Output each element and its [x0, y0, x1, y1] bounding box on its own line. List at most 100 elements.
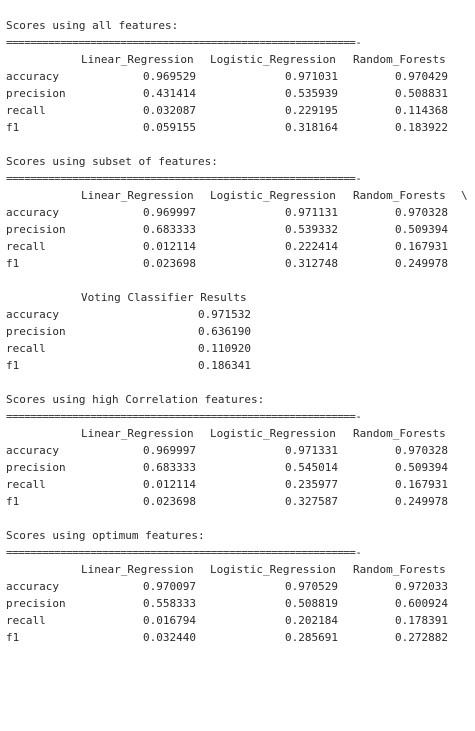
cell: 0.272882 — [395, 631, 448, 644]
cell: 0.970097 — [143, 580, 196, 593]
cell: 0.059155 — [143, 121, 196, 134]
cell: 0.969529 — [143, 70, 196, 83]
cell: 0.023698 — [143, 495, 196, 508]
row-label: recall — [6, 478, 46, 491]
row-label: precision — [6, 461, 66, 474]
row-label: precision — [6, 87, 66, 100]
table-row: f1 0.023698 0.327587 0.249978 — [6, 493, 474, 510]
notebook-output: Scores using all features: =============… — [6, 0, 474, 646]
table-header: Linear_Regression Logistic_Regression Ra… — [6, 51, 474, 68]
table-row: precision 0.636190 — [6, 323, 474, 340]
row-label: accuracy — [6, 444, 59, 457]
table-row: recall 0.110920 — [6, 340, 474, 357]
row-label: accuracy — [6, 308, 59, 321]
table-row: accuracy 0.969997 0.971331 0.970328 — [6, 442, 474, 459]
section-heading: Scores using all features: — [6, 19, 179, 32]
cell: 0.222414 — [285, 240, 338, 253]
cell: 0.508831 — [395, 87, 448, 100]
cell: 0.600924 — [395, 597, 448, 610]
cell: 0.509394 — [395, 461, 448, 474]
table-header: Linear_Regression Logistic_Regression Ra… — [6, 561, 474, 578]
table-row: recall 0.032087 0.229195 0.114368 — [6, 102, 474, 119]
cell: 0.110920 — [198, 342, 251, 355]
col-header: Random_Forests — [353, 427, 446, 440]
cell: 0.285691 — [285, 631, 338, 644]
cell: 0.508819 — [285, 597, 338, 610]
table-row: accuracy 0.969529 0.971031 0.970429 — [6, 68, 474, 85]
row-label: recall — [6, 614, 46, 627]
cell: 0.971331 — [285, 444, 338, 457]
row-label: f1 — [6, 359, 20, 372]
col-header: Logistic_Regression — [210, 563, 336, 576]
cell: 0.032087 — [143, 104, 196, 117]
cell: 0.969997 — [143, 444, 196, 457]
col-header: Logistic_Regression — [210, 427, 336, 440]
cell: 0.235977 — [285, 478, 338, 491]
cell: 0.249978 — [395, 257, 448, 270]
cell: 0.032440 — [143, 631, 196, 644]
cell: 0.970429 — [395, 70, 448, 83]
cell: 0.972033 — [395, 580, 448, 593]
separator-rule: ========================================… — [6, 36, 362, 49]
separator-rule: ========================================… — [6, 172, 362, 185]
cell: 0.327587 — [285, 495, 338, 508]
cell: 0.683333 — [143, 223, 196, 236]
cell: 0.167931 — [395, 478, 448, 491]
row-label: recall — [6, 104, 46, 117]
table-header: Linear_Regression Logistic_Regression Ra… — [6, 425, 474, 442]
voting-title-row: Voting Classifier Results — [6, 289, 474, 306]
separator-rule: ========================================… — [6, 410, 362, 423]
table-row: accuracy 0.971532 — [6, 306, 474, 323]
cell: 0.970328 — [395, 206, 448, 219]
table-row: accuracy 0.970097 0.970529 0.972033 — [6, 578, 474, 595]
cell: 0.970328 — [395, 444, 448, 457]
cell: 0.249978 — [395, 495, 448, 508]
row-label: accuracy — [6, 206, 59, 219]
separator-rule: ========================================… — [6, 546, 362, 559]
cell: 0.969997 — [143, 206, 196, 219]
row-label: recall — [6, 342, 46, 355]
col-header: Linear_Regression — [81, 189, 194, 202]
table-row: accuracy 0.969997 0.971131 0.970328 — [6, 204, 474, 221]
row-label: precision — [6, 325, 66, 338]
cell: 0.558333 — [143, 597, 196, 610]
row-label: f1 — [6, 121, 20, 134]
row-label: f1 — [6, 495, 20, 508]
cell: 0.229195 — [285, 104, 338, 117]
cell: 0.636190 — [198, 325, 251, 338]
row-label: f1 — [6, 257, 20, 270]
cell: 0.971031 — [285, 70, 338, 83]
cell: 0.318164 — [285, 121, 338, 134]
scores-all-features: Scores using all features: =============… — [6, 17, 474, 136]
cell: 0.971532 — [198, 308, 251, 321]
cell: 0.023698 — [143, 257, 196, 270]
cell: 0.535939 — [285, 87, 338, 100]
row-label: precision — [6, 597, 66, 610]
cell: 0.971131 — [285, 206, 338, 219]
cell: 0.509394 — [395, 223, 448, 236]
row-label: precision — [6, 223, 66, 236]
cell: 0.186341 — [198, 359, 251, 372]
section-heading: Scores using optimum features: — [6, 529, 205, 542]
voting-title: Voting Classifier Results — [81, 291, 247, 304]
table-row: precision 0.683333 0.539332 0.509394 — [6, 221, 474, 238]
cell: 0.114368 — [395, 104, 448, 117]
col-header: Random_Forests — [353, 189, 446, 202]
cell: 0.545014 — [285, 461, 338, 474]
row-label: recall — [6, 240, 46, 253]
cell: 0.012114 — [143, 478, 196, 491]
line-continuation: \ — [461, 189, 468, 202]
scores-subset-features: Scores using subset of features: =======… — [6, 153, 474, 272]
scores-optimum-features: Scores using optimum features: =========… — [6, 527, 474, 646]
table-row: recall 0.016794 0.202184 0.178391 — [6, 612, 474, 629]
table-row: f1 0.186341 — [6, 357, 474, 374]
cell: 0.431414 — [143, 87, 196, 100]
scores-high-correlation-features: Scores using high Correlation features: … — [6, 391, 474, 510]
row-label: accuracy — [6, 580, 59, 593]
col-header: Random_Forests — [353, 53, 446, 66]
table-row: recall 0.012114 0.235977 0.167931 — [6, 476, 474, 493]
cell: 0.012114 — [143, 240, 196, 253]
cell: 0.202184 — [285, 614, 338, 627]
table-row: precision 0.558333 0.508819 0.600924 — [6, 595, 474, 612]
col-header: Logistic_Regression — [210, 189, 336, 202]
